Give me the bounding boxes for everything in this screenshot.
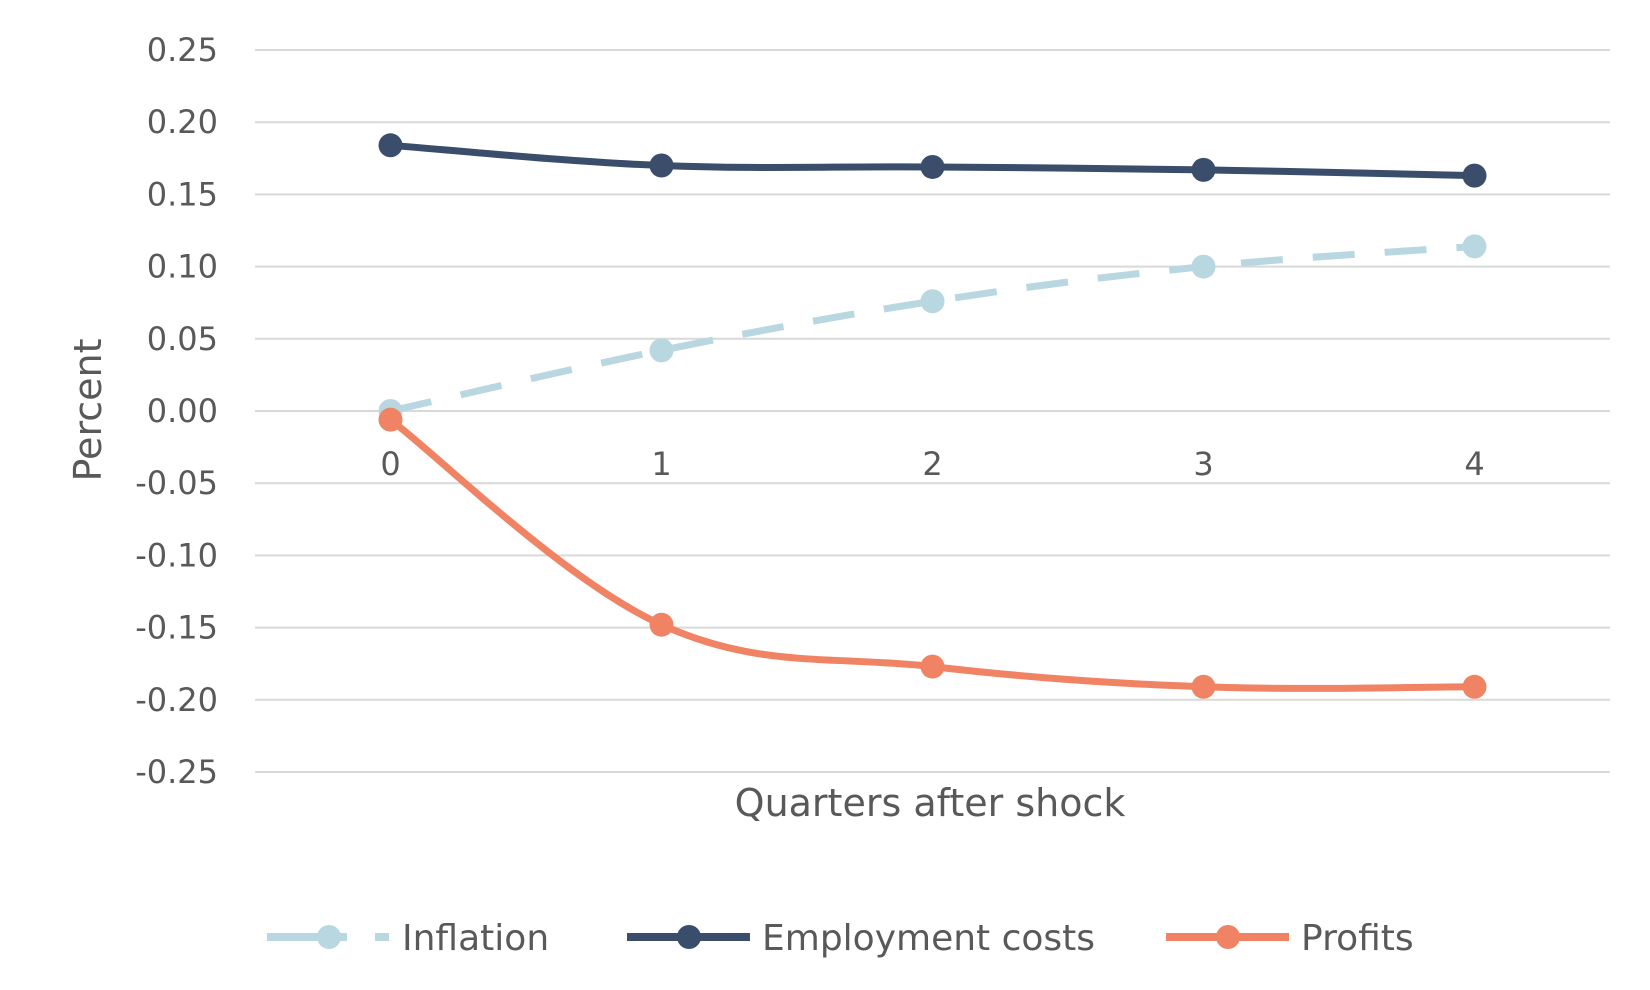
gridlines — [255, 49, 1610, 773]
data-point-employment-costs — [649, 153, 674, 178]
legend-item-employment-costs: Employment costs — [627, 918, 1095, 959]
data-point-inflation — [1462, 234, 1487, 259]
legend-item-inflation: Inflation — [267, 918, 549, 959]
y-tick-label: 0.15 — [147, 175, 218, 213]
x-tick-label: 3 — [1193, 445, 1213, 483]
x-tick-label: 2 — [922, 445, 942, 483]
data-point-inflation — [1191, 254, 1216, 279]
legend-swatch-marker — [1216, 925, 1240, 949]
x-axis-tick-labels: 0 1 2 3 4 — [380, 445, 1484, 483]
y-tick-label: -0.10 — [135, 536, 218, 574]
data-point-employment-costs — [920, 154, 945, 179]
data-point-profits — [1191, 674, 1216, 699]
x-tick-label: 4 — [1464, 445, 1484, 483]
x-tick-label: 1 — [651, 445, 671, 483]
series-line-inflation — [389, 242, 1475, 415]
y-axis-title: Percent — [66, 339, 110, 482]
y-tick-label: 0.00 — [147, 392, 218, 430]
legend-swatch-marker — [317, 925, 341, 949]
y-tick-label: 0.20 — [147, 103, 218, 141]
series-profits — [378, 407, 1487, 699]
data-point-employment-costs — [1191, 157, 1216, 182]
legend: Inflation Employment costs Profits — [267, 918, 1414, 959]
data-point-employment-costs — [378, 133, 403, 158]
x-axis-title: Quarters after shock — [735, 781, 1126, 825]
data-point-profits — [920, 654, 945, 679]
data-point-profits — [649, 612, 674, 637]
y-tick-label: 0.25 — [147, 31, 218, 69]
x-tick-label: 0 — [380, 445, 400, 483]
data-point-inflation — [920, 289, 945, 314]
y-axis-tick-labels: 0.25 0.20 0.15 0.10 0.05 0.00 -0.05 -0.10 -0.15 -… — [135, 31, 218, 791]
y-tick-label: -0.15 — [135, 609, 218, 647]
y-tick-label: 0.10 — [147, 248, 218, 286]
y-tick-label: 0.05 — [147, 320, 218, 358]
data-point-inflation — [649, 338, 674, 363]
y-tick-label: -0.20 — [135, 681, 218, 719]
legend-swatch-marker — [677, 925, 701, 949]
y-tick-label: -0.05 — [135, 464, 218, 502]
series-inflation — [378, 234, 1487, 423]
legend-label: Employment costs — [762, 918, 1095, 959]
legend-label: Inflation — [402, 918, 549, 959]
data-point-employment-costs — [1462, 163, 1487, 188]
series-employment-costs — [378, 133, 1487, 188]
y-tick-label: -0.25 — [135, 753, 218, 791]
data-point-profits — [378, 407, 403, 432]
data-point-profits — [1462, 674, 1487, 699]
series-lines — [378, 133, 1487, 699]
legend-item-profits: Profits — [1166, 918, 1414, 959]
legend-label: Profits — [1301, 918, 1414, 959]
